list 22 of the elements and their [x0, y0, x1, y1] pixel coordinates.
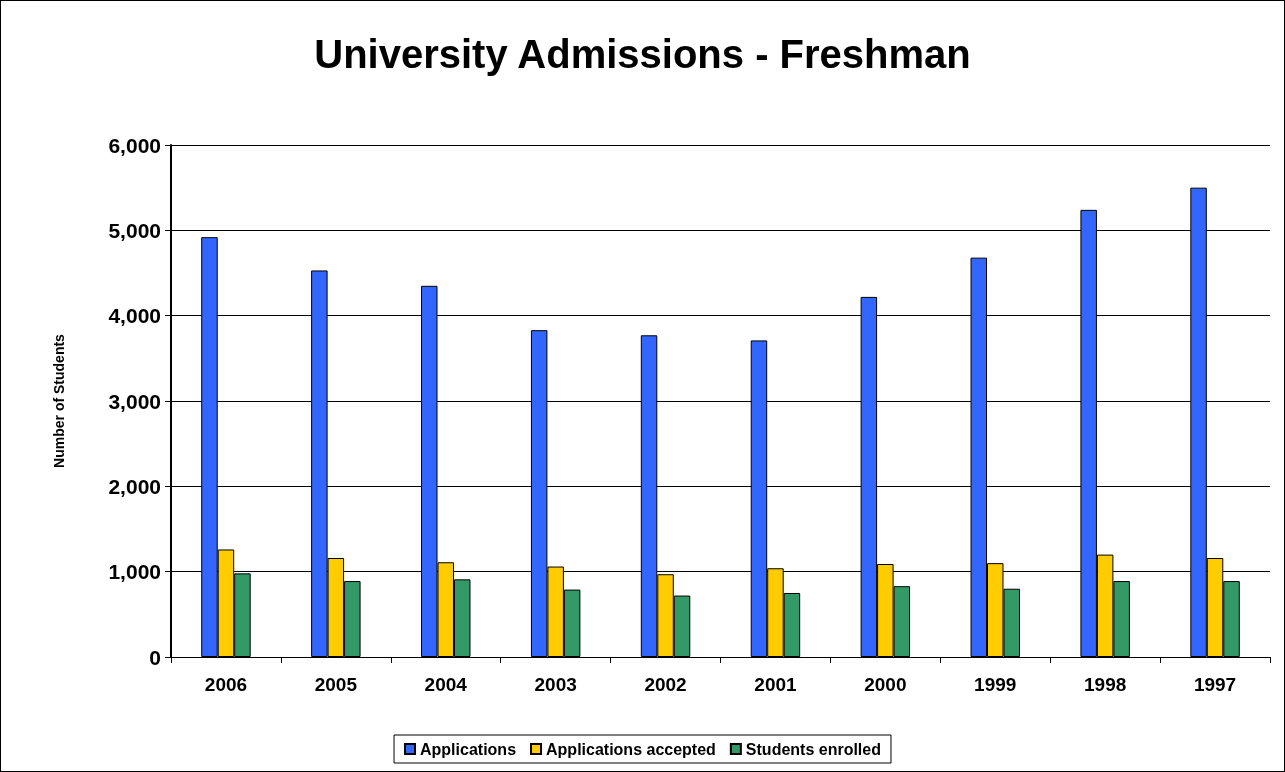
- x-tick-label: 1999: [974, 674, 1017, 695]
- x-tick-label: 2000: [864, 674, 907, 695]
- x-tick-label: 2005: [314, 674, 358, 695]
- legend-label: Applications accepted: [546, 740, 716, 758]
- x-tick-label: 2004: [424, 674, 468, 695]
- y-tick-label: 4,000: [108, 304, 161, 328]
- chart-title: University Admissions - Freshman: [314, 32, 971, 76]
- y-axis-title: Number of Students: [51, 333, 67, 468]
- y-tick-label: 2,000: [108, 474, 161, 498]
- y-tick-label: 5,000: [108, 218, 161, 242]
- x-tick-label: 1997: [1193, 674, 1237, 695]
- y-tick-label: 0: [149, 645, 161, 669]
- x-tick-label: 2002: [644, 674, 687, 695]
- legend-label: Applications: [420, 740, 517, 758]
- y-tick-label: 1,000: [108, 560, 161, 584]
- x-tick-label: 1998: [1084, 674, 1127, 695]
- y-tick-label: 3,000: [108, 389, 161, 413]
- x-tick-label: 2006: [204, 674, 248, 695]
- legend-label: Students enrolled: [745, 740, 881, 758]
- y-tick-label: 6,000: [108, 133, 161, 157]
- x-tick-label: 2001: [754, 674, 798, 695]
- x-tick-label: 2003: [534, 674, 577, 695]
